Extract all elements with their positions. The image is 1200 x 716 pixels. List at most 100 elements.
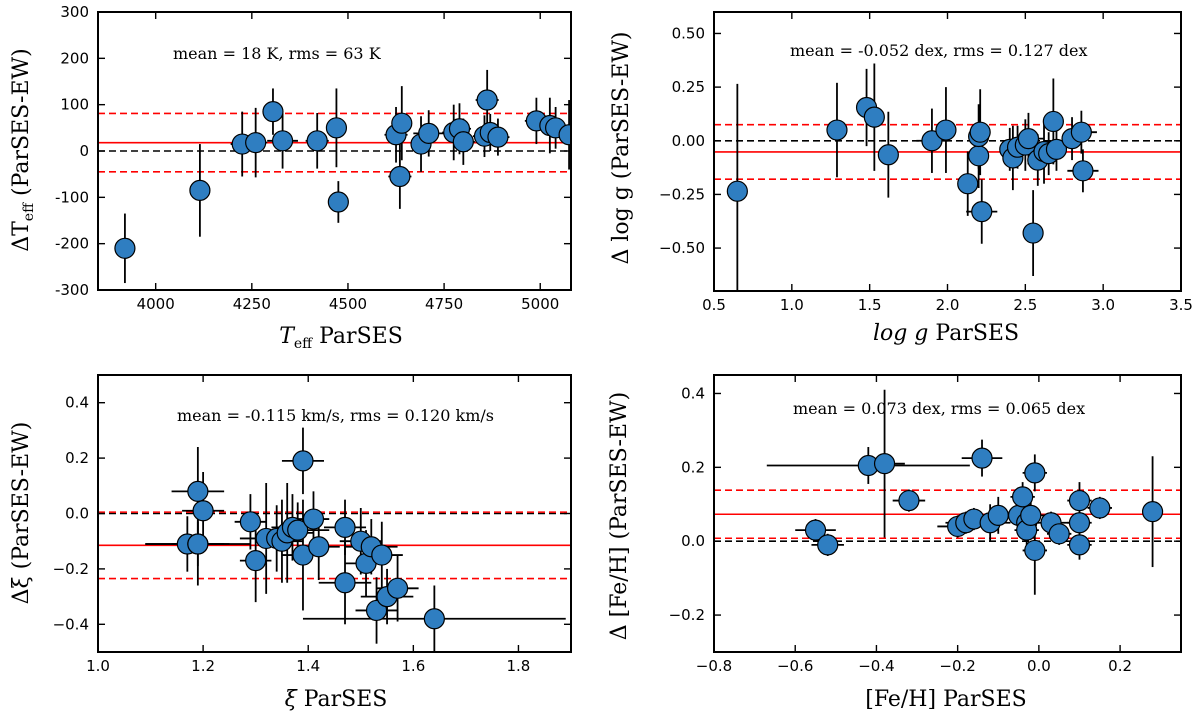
data-point-logg bbox=[969, 121, 991, 143]
data-point-teff bbox=[262, 101, 284, 123]
data-point-logg bbox=[921, 130, 943, 152]
data-point-teff bbox=[245, 132, 267, 154]
annotation-teff: mean = 18 K, rms = 63 K bbox=[173, 44, 382, 63]
data-point-feh bbox=[987, 504, 1009, 526]
y-tick-label-teff: -300 bbox=[55, 281, 89, 299]
panel-xi: ξ ParSES Δξ (ParSES-EW) mean = -0.115 km… bbox=[9, 374, 572, 712]
y-tick-label-teff: -200 bbox=[55, 235, 89, 253]
data-point-teff bbox=[391, 112, 413, 134]
y-tick-label-logg: −0.50 bbox=[659, 239, 705, 257]
y-tick-label-teff: 0 bbox=[79, 142, 89, 160]
data-point-teff bbox=[558, 124, 571, 146]
ylabel-teff: ΔTeff (ParSES-EW) bbox=[9, 48, 37, 252]
data-point-teff bbox=[418, 122, 440, 144]
data-point-xi bbox=[239, 511, 262, 533]
x-tick-label-feh: −0.6 bbox=[777, 657, 813, 675]
data-point-logg bbox=[968, 145, 990, 167]
y-tick-label-xi: 0.2 bbox=[65, 449, 89, 467]
x-tick-label-feh: 0.2 bbox=[1108, 657, 1132, 675]
xlabel-teff: Teff ParSES bbox=[279, 324, 403, 352]
y-tick-label-logg: −0.25 bbox=[659, 185, 705, 203]
axes-frame-feh bbox=[713, 374, 1182, 653]
data-point-logg bbox=[971, 200, 993, 223]
data-point-logg bbox=[877, 144, 899, 166]
y-tick-label-teff: -100 bbox=[55, 188, 89, 206]
data-point-logg bbox=[957, 173, 979, 195]
data-point-logg bbox=[1017, 128, 1040, 150]
data-point-teff bbox=[114, 237, 136, 259]
y-tick-label-teff: 100 bbox=[60, 96, 89, 114]
x-tick-label-feh: −0.8 bbox=[696, 657, 732, 675]
plot-area-xi bbox=[98, 427, 571, 652]
plot-area-feh bbox=[714, 389, 1181, 595]
x-tick-label-feh: 0.0 bbox=[1027, 657, 1051, 675]
data-point-xi bbox=[287, 519, 309, 541]
annotation-xi: mean = -0.115 km/s, rms = 0.120 km/s bbox=[177, 406, 494, 425]
xlabel-feh: [Fe/H] ParSES bbox=[865, 687, 1027, 712]
data-point-logg bbox=[935, 119, 957, 141]
x-tick-label-feh: −0.4 bbox=[858, 657, 894, 675]
data-point-logg bbox=[826, 119, 848, 141]
y-tick-label-xi: 0.0 bbox=[65, 505, 89, 523]
data-point-xi bbox=[423, 608, 445, 630]
data-point-teff bbox=[189, 179, 211, 201]
x-tick-label-xi: 1.6 bbox=[401, 657, 425, 675]
x-tick-label-logg: 3.0 bbox=[1091, 296, 1115, 314]
panel-teff: Teff ParSES ΔTeff (ParSES-EW) mean = 18 … bbox=[9, 3, 572, 352]
data-point-xi bbox=[187, 480, 209, 502]
x-tick-label-xi: 1.4 bbox=[296, 657, 320, 675]
data-point-feh bbox=[1012, 486, 1034, 508]
y-tick-label-feh: 0.0 bbox=[681, 532, 705, 550]
y-tick-label-logg: 0.25 bbox=[672, 78, 705, 96]
data-point-xi bbox=[334, 572, 356, 594]
data-point-teff bbox=[325, 117, 348, 139]
data-point-feh bbox=[1068, 512, 1091, 534]
data-point-feh bbox=[971, 447, 993, 469]
plot-area-teff bbox=[98, 69, 571, 284]
data-point-feh bbox=[1024, 462, 1046, 484]
data-point-xi bbox=[371, 544, 393, 566]
y-tick-label-xi: 0.4 bbox=[65, 394, 89, 412]
data-point-feh bbox=[817, 534, 839, 556]
plot-area-logg bbox=[714, 63, 1181, 291]
y-tick-label-logg: 0.00 bbox=[672, 132, 705, 150]
data-point-feh bbox=[1020, 504, 1042, 526]
x-tick-label-xi: 1.2 bbox=[191, 657, 215, 675]
ylabel-feh: Δ [Fe/H] (ParSES-EW) bbox=[607, 392, 632, 640]
x-tick-label-xi: 1.8 bbox=[507, 657, 531, 675]
data-point-xi bbox=[308, 536, 330, 558]
data-point-xi bbox=[187, 533, 209, 555]
y-tick-label-feh: 0.2 bbox=[681, 458, 705, 476]
xlabel-logg: log g ParSES bbox=[873, 321, 1019, 346]
x-tick-label-logg: 3.5 bbox=[1169, 296, 1193, 314]
ylabel-logg: Δ log g (ParSES-EW) bbox=[609, 31, 634, 264]
data-point-logg bbox=[863, 106, 885, 128]
data-point-xi bbox=[386, 577, 409, 599]
panel-feh: [Fe/H] ParSES Δ [Fe/H] (ParSES-EW) mean … bbox=[607, 374, 1182, 712]
data-point-logg bbox=[1070, 121, 1092, 143]
data-point-teff bbox=[271, 130, 294, 152]
annotation-feh: mean = 0.073 dex, rms = 0.065 dex bbox=[793, 399, 1085, 418]
data-point-teff bbox=[476, 89, 498, 111]
x-tick-label-xi: 1.0 bbox=[86, 657, 110, 675]
panel-logg: log g ParSES Δ log g (ParSES-EW) mean = … bbox=[609, 11, 1193, 346]
y-tick-label-teff: 300 bbox=[60, 3, 89, 21]
x-tick-label-logg: 2.0 bbox=[936, 296, 960, 314]
y-tick-label-feh: −0.2 bbox=[669, 606, 705, 624]
data-point-teff bbox=[327, 191, 349, 213]
data-point-logg bbox=[1072, 160, 1094, 182]
y-tick-label-xi: −0.4 bbox=[53, 615, 89, 633]
x-tick-label-teff: 5000 bbox=[521, 295, 559, 313]
data-point-feh bbox=[898, 489, 920, 512]
data-point-xi bbox=[192, 500, 214, 522]
data-point-feh bbox=[1048, 523, 1070, 545]
x-tick-label-logg: 1.0 bbox=[780, 296, 804, 314]
x-tick-label-teff: 4500 bbox=[329, 295, 367, 313]
annotation-logg: mean = -0.052 dex, rms = 0.127 dex bbox=[790, 41, 1088, 60]
x-tick-label-logg: 0.5 bbox=[702, 296, 726, 314]
data-point-teff bbox=[389, 165, 411, 188]
x-tick-label-feh: −0.2 bbox=[939, 657, 975, 675]
data-point-feh bbox=[873, 453, 896, 475]
data-point-xi bbox=[245, 549, 267, 572]
y-tick-label-xi: −0.2 bbox=[53, 560, 89, 578]
